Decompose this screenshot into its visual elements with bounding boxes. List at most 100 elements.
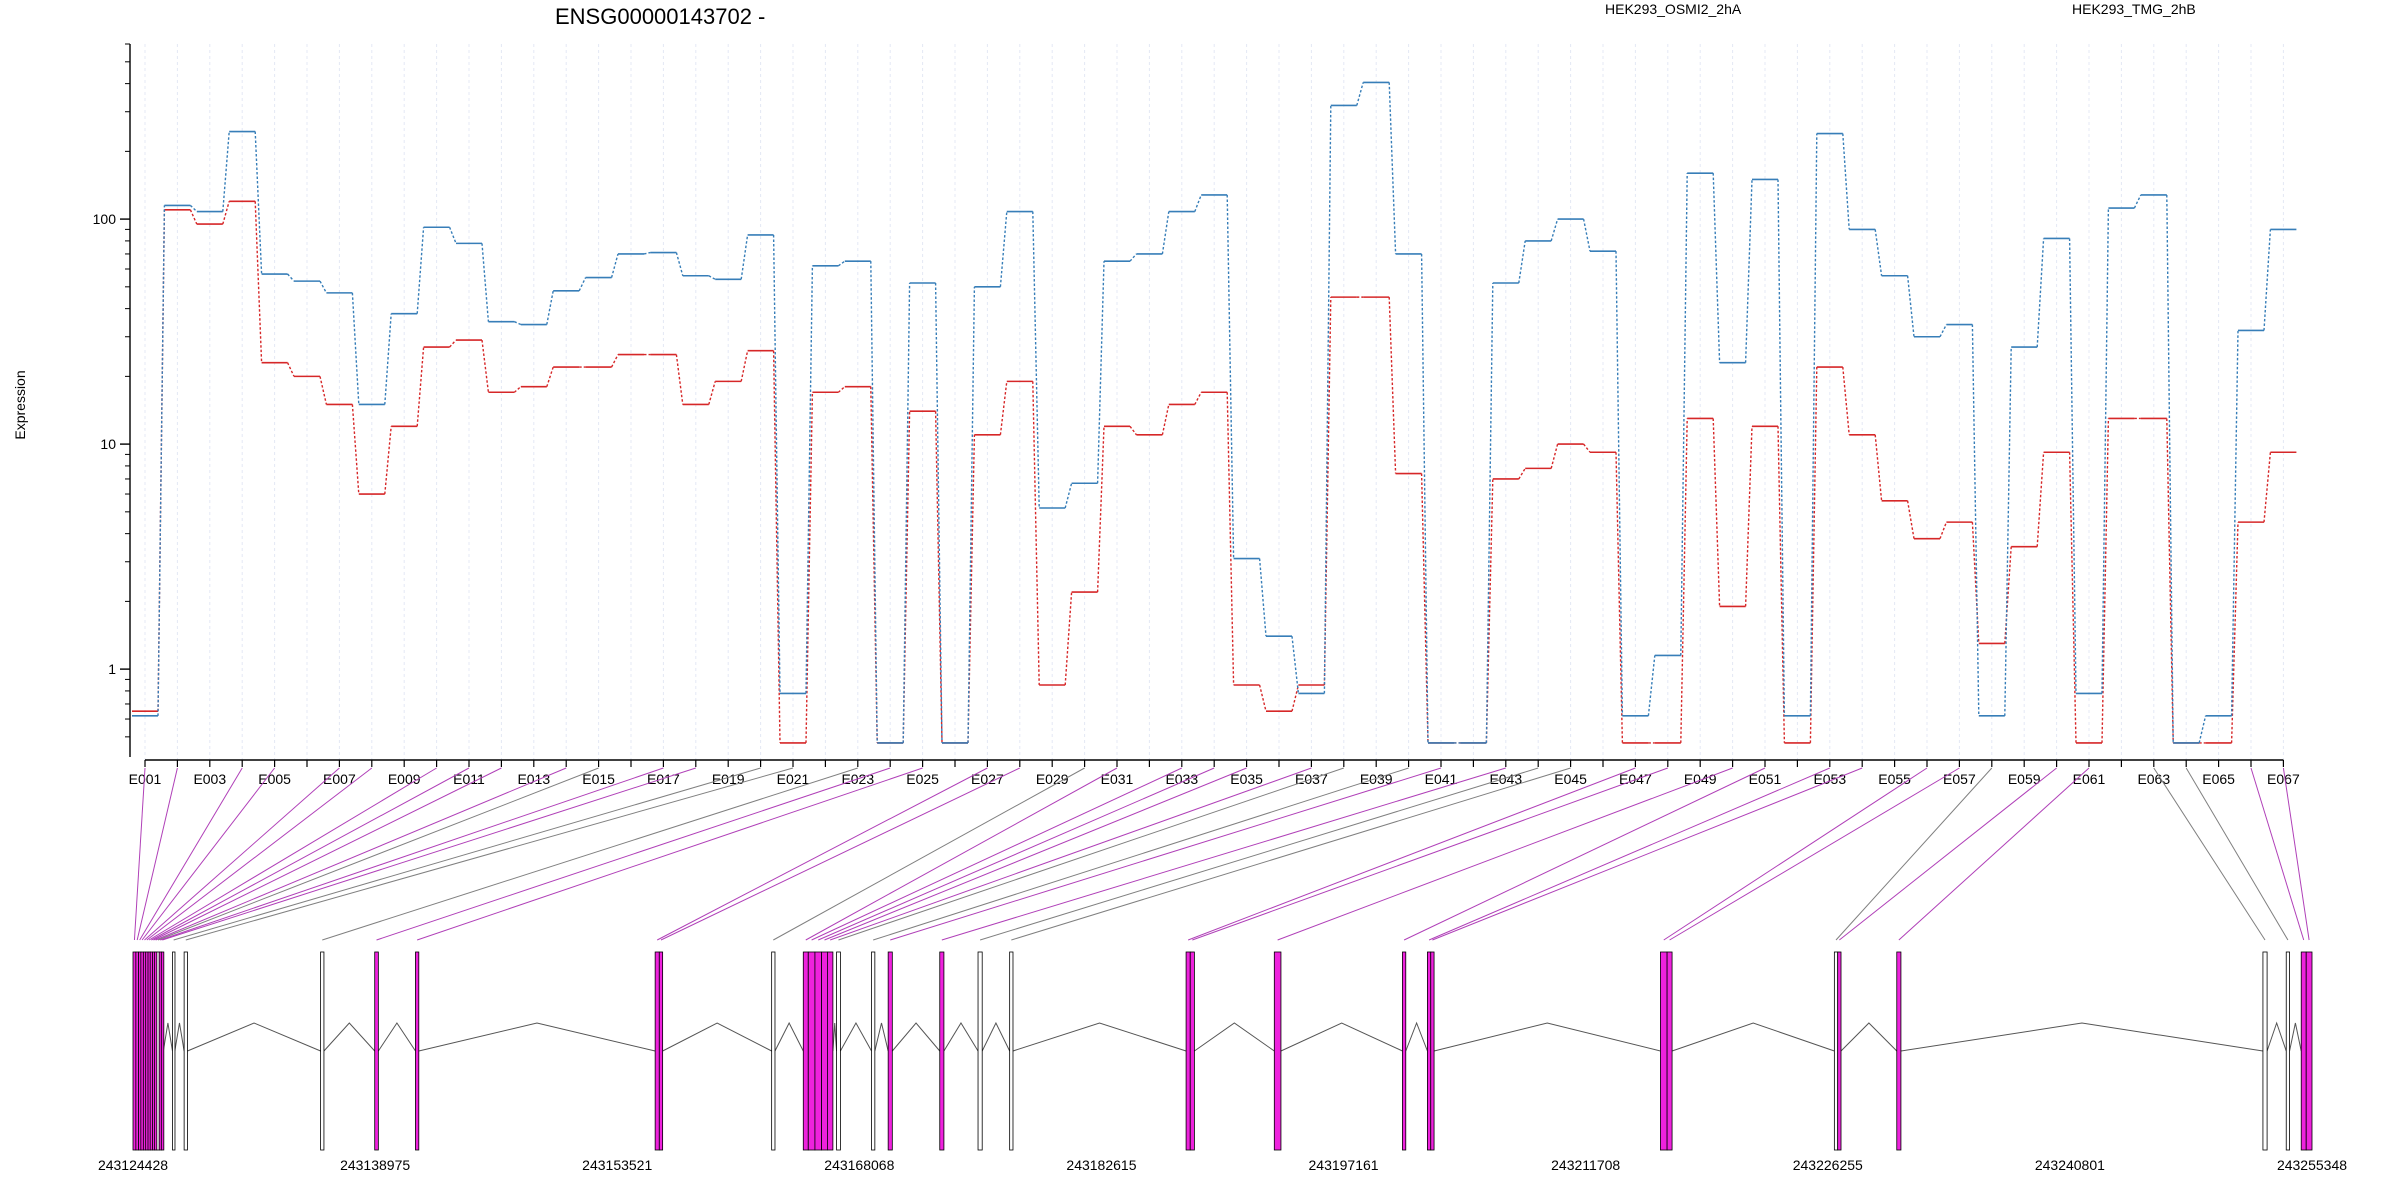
- exon-box: [827, 951, 834, 1151]
- exon-box: [771, 951, 776, 1151]
- series-connector: [254, 131, 263, 275]
- series-connector: [1680, 173, 1688, 656]
- series-connector: [2263, 229, 2272, 331]
- legend-series-tmg: HEK293_TMG_2hB: [2072, 1, 2196, 17]
- series-connector: [2004, 347, 2012, 716]
- series-connector: [286, 362, 295, 377]
- x-tick-label: E011: [453, 771, 485, 787]
- coordinate-label: 243182615: [1066, 1157, 1136, 1173]
- intron-line: [832, 1022, 838, 1052]
- exon-connector: [660, 767, 1021, 941]
- series-connector: [870, 386, 878, 743]
- series-connector: [189, 204, 198, 213]
- series-1: [132, 81, 2297, 744]
- x-tick-label: E041: [1425, 771, 1458, 787]
- exon-connector: [1669, 767, 1960, 941]
- exon-box: [1402, 951, 1407, 1151]
- x-tick-label: E027: [971, 771, 1004, 787]
- exon-connector: [185, 767, 794, 941]
- exon-box: [654, 951, 660, 1151]
- series-connector: [1420, 253, 1429, 743]
- series-connector: [610, 253, 619, 278]
- series-connector: [2036, 238, 2045, 348]
- series-connector: [481, 243, 490, 322]
- exon-box: [320, 951, 325, 1151]
- coordinate-label: 243124428: [98, 1157, 168, 1173]
- series-connector: [1194, 194, 1202, 212]
- series-connector: [513, 386, 522, 393]
- exon-box: [658, 951, 664, 1151]
- exon-connector: [2185, 767, 2289, 941]
- series-connector: [2263, 452, 2272, 523]
- series-connector: [1096, 261, 1105, 484]
- series-connector: [610, 354, 619, 368]
- series-connector: [708, 275, 716, 280]
- intron-line: [323, 1022, 376, 1052]
- exon-connector: [1432, 767, 1863, 941]
- exon-connector: [1192, 767, 1668, 941]
- series-connector: [2133, 194, 2142, 209]
- series-connector: [934, 282, 943, 743]
- series-connector: [514, 321, 522, 326]
- series-connector: [287, 273, 295, 282]
- x-tick-label: E047: [1619, 771, 1652, 787]
- series-connector: [1712, 173, 1721, 363]
- series-connector: [1388, 82, 1397, 254]
- series-connector: [448, 226, 457, 244]
- series-connector: [1258, 558, 1267, 637]
- series-connector: [546, 290, 554, 325]
- coordinate-label: 243138975: [340, 1157, 410, 1173]
- series-connector: [772, 234, 781, 694]
- intron-line: [839, 1021, 872, 1052]
- x-tick-label: E045: [1554, 771, 1587, 787]
- series-connector: [1906, 500, 1915, 539]
- x-tick-label: E063: [2137, 771, 2170, 787]
- exon-connector: [890, 767, 1442, 941]
- series-connector: [902, 282, 911, 743]
- series-connector: [708, 381, 716, 405]
- x-tick-label: E001: [129, 771, 162, 787]
- exon-connector: [873, 767, 1409, 941]
- series-connector: [1032, 381, 1040, 686]
- exon-connector: [1839, 767, 2057, 941]
- series-connector: [837, 260, 846, 267]
- series-connector: [1939, 521, 1948, 539]
- series-connector: [1647, 655, 1656, 716]
- series-connector: [481, 339, 490, 393]
- intron-line: [774, 1021, 804, 1052]
- series-connector: [967, 286, 976, 743]
- series-connector: [2101, 208, 2110, 694]
- intron-line: [1671, 1022, 1835, 1052]
- series-connector: [772, 350, 781, 743]
- exon-connector: [148, 767, 437, 941]
- gridlines: [144, 44, 2284, 760]
- series-connector: [740, 350, 749, 382]
- x-tick-label: E025: [906, 771, 939, 787]
- series-connector: [1064, 592, 1073, 686]
- series-connector: [1842, 366, 1850, 435]
- y-tick-label: 10: [100, 436, 116, 452]
- series-connector: [675, 252, 684, 276]
- x-tick-label: E033: [1165, 771, 1198, 787]
- coordinate-label: 243255348: [2277, 1157, 2347, 1173]
- series-connector: [416, 227, 425, 314]
- exon-connector: [2282, 767, 2310, 941]
- series-connector: [1485, 478, 1494, 743]
- exon-box: [132, 951, 137, 1151]
- series-connector: [2230, 522, 2239, 743]
- series-connector: [546, 366, 554, 387]
- x-tick-label: E009: [388, 771, 421, 787]
- exon-connector: [160, 767, 664, 941]
- series-connector: [675, 354, 684, 405]
- intron-line: [174, 1022, 185, 1052]
- exon-connector: [811, 767, 1183, 941]
- exon-connector: [151, 767, 470, 941]
- series-connector: [1194, 391, 1202, 405]
- coordinate-label: 243197161: [1309, 1157, 1379, 1173]
- y-tick-label: 100: [93, 211, 117, 227]
- exon-box: [2305, 951, 2313, 1151]
- series-connector: [1064, 483, 1073, 509]
- exon-box: [1666, 951, 1673, 1151]
- exon-box: [836, 951, 841, 1151]
- exon-box: [2300, 951, 2307, 1151]
